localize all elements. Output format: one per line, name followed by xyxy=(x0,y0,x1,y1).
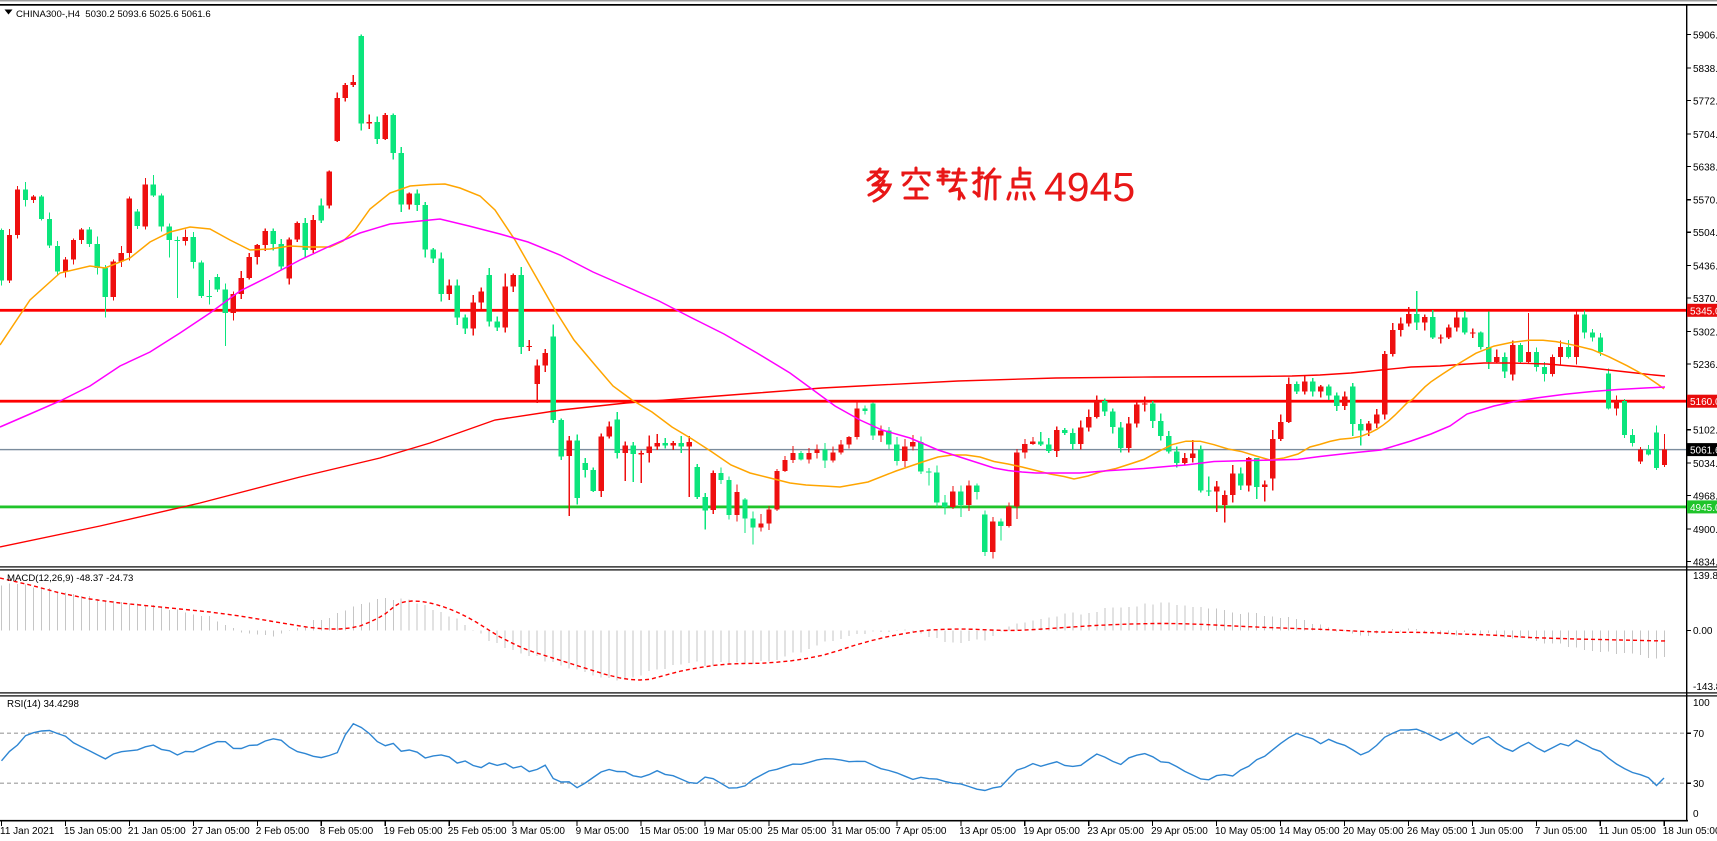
svg-text:18 Jun 05:00: 18 Jun 05:00 xyxy=(1663,826,1717,837)
svg-text:7 Apr 05:00: 7 Apr 05:00 xyxy=(895,826,947,837)
svg-text:139.86: 139.86 xyxy=(1693,571,1717,582)
svg-text:RSI(14) 34.4298: RSI(14) 34.4298 xyxy=(7,699,79,710)
svg-text:19 Apr 05:00: 19 Apr 05:00 xyxy=(1023,826,1080,837)
svg-text:5370.0: 5370.0 xyxy=(1693,294,1717,305)
svg-text:14 May 05:00: 14 May 05:00 xyxy=(1279,826,1340,837)
svg-text:5436.0: 5436.0 xyxy=(1693,262,1717,273)
svg-text:5061.6: 5061.6 xyxy=(1690,446,1717,457)
svg-text:4945.0: 4945.0 xyxy=(1690,503,1717,514)
svg-text:15 Mar 05:00: 15 Mar 05:00 xyxy=(640,826,699,837)
svg-text:5102.0: 5102.0 xyxy=(1693,426,1717,437)
svg-text:5704.0: 5704.0 xyxy=(1693,130,1717,141)
svg-text:10 May 05:00: 10 May 05:00 xyxy=(1215,826,1276,837)
svg-text:5838.0: 5838.0 xyxy=(1693,64,1717,75)
svg-text:5302.0: 5302.0 xyxy=(1693,327,1717,338)
svg-text:5906.0: 5906.0 xyxy=(1693,31,1717,42)
svg-text:30: 30 xyxy=(1693,779,1705,790)
svg-text:5772.0: 5772.0 xyxy=(1693,97,1717,108)
svg-text:4968.0: 4968.0 xyxy=(1693,492,1717,503)
svg-text:29 Apr 05:00: 29 Apr 05:00 xyxy=(1151,826,1208,837)
svg-text:5236.0: 5236.0 xyxy=(1693,360,1717,371)
svg-text:0: 0 xyxy=(1693,809,1699,820)
svg-text:70: 70 xyxy=(1693,729,1705,740)
svg-text:8 Feb 05:00: 8 Feb 05:00 xyxy=(320,826,374,837)
svg-text:4834.0: 4834.0 xyxy=(1693,557,1717,568)
svg-text:5345.0: 5345.0 xyxy=(1690,306,1717,317)
svg-text:25 Feb 05:00: 25 Feb 05:00 xyxy=(448,826,507,837)
svg-text:CHINA300-,H4 5030.2 5093.6 50: CHINA300-,H4 5030.2 5093.6 5025.6 5061.6 xyxy=(16,9,211,20)
svg-text:2 Feb 05:00: 2 Feb 05:00 xyxy=(256,826,310,837)
svg-text:19 Feb 05:00: 19 Feb 05:00 xyxy=(384,826,443,837)
svg-text:11 Jun 05:00: 11 Jun 05:00 xyxy=(1599,826,1657,837)
svg-text:21 Jan 05:00: 21 Jan 05:00 xyxy=(128,826,186,837)
svg-text:25 Mar 05:00: 25 Mar 05:00 xyxy=(767,826,826,837)
svg-text:31 Mar 05:00: 31 Mar 05:00 xyxy=(831,826,890,837)
svg-text:26 May 05:00: 26 May 05:00 xyxy=(1407,826,1468,837)
svg-text:19 Mar 05:00: 19 Mar 05:00 xyxy=(704,826,763,837)
svg-text:23 Apr 05:00: 23 Apr 05:00 xyxy=(1087,826,1144,837)
svg-text:5504.0: 5504.0 xyxy=(1693,228,1717,239)
svg-text:5570.0: 5570.0 xyxy=(1693,196,1717,207)
svg-text:9 Mar 05:00: 9 Mar 05:00 xyxy=(576,826,630,837)
svg-text:7 Jun 05:00: 7 Jun 05:00 xyxy=(1535,826,1588,837)
svg-text:27 Jan 05:00: 27 Jan 05:00 xyxy=(192,826,250,837)
svg-text:-143.82: -143.82 xyxy=(1693,682,1717,693)
svg-text:4945: 4945 xyxy=(1044,164,1135,210)
svg-text:5160.0: 5160.0 xyxy=(1690,397,1717,408)
svg-text:4900.0: 4900.0 xyxy=(1693,525,1717,536)
svg-text:5034.0: 5034.0 xyxy=(1693,459,1717,470)
svg-text:13 Apr 05:00: 13 Apr 05:00 xyxy=(959,826,1016,837)
svg-text:11 Jan 2021: 11 Jan 2021 xyxy=(0,826,55,837)
svg-text:MACD(12,26,9) -48.37 -24.73: MACD(12,26,9) -48.37 -24.73 xyxy=(7,573,133,584)
svg-text:1 Jun 05:00: 1 Jun 05:00 xyxy=(1471,826,1524,837)
svg-text:3 Mar 05:00: 3 Mar 05:00 xyxy=(512,826,566,837)
svg-text:5638.0: 5638.0 xyxy=(1693,162,1717,173)
svg-text:20 May 05:00: 20 May 05:00 xyxy=(1343,826,1404,837)
svg-text:0.00: 0.00 xyxy=(1693,626,1713,637)
svg-text:100: 100 xyxy=(1693,698,1710,709)
svg-text:15 Jan 05:00: 15 Jan 05:00 xyxy=(64,826,122,837)
